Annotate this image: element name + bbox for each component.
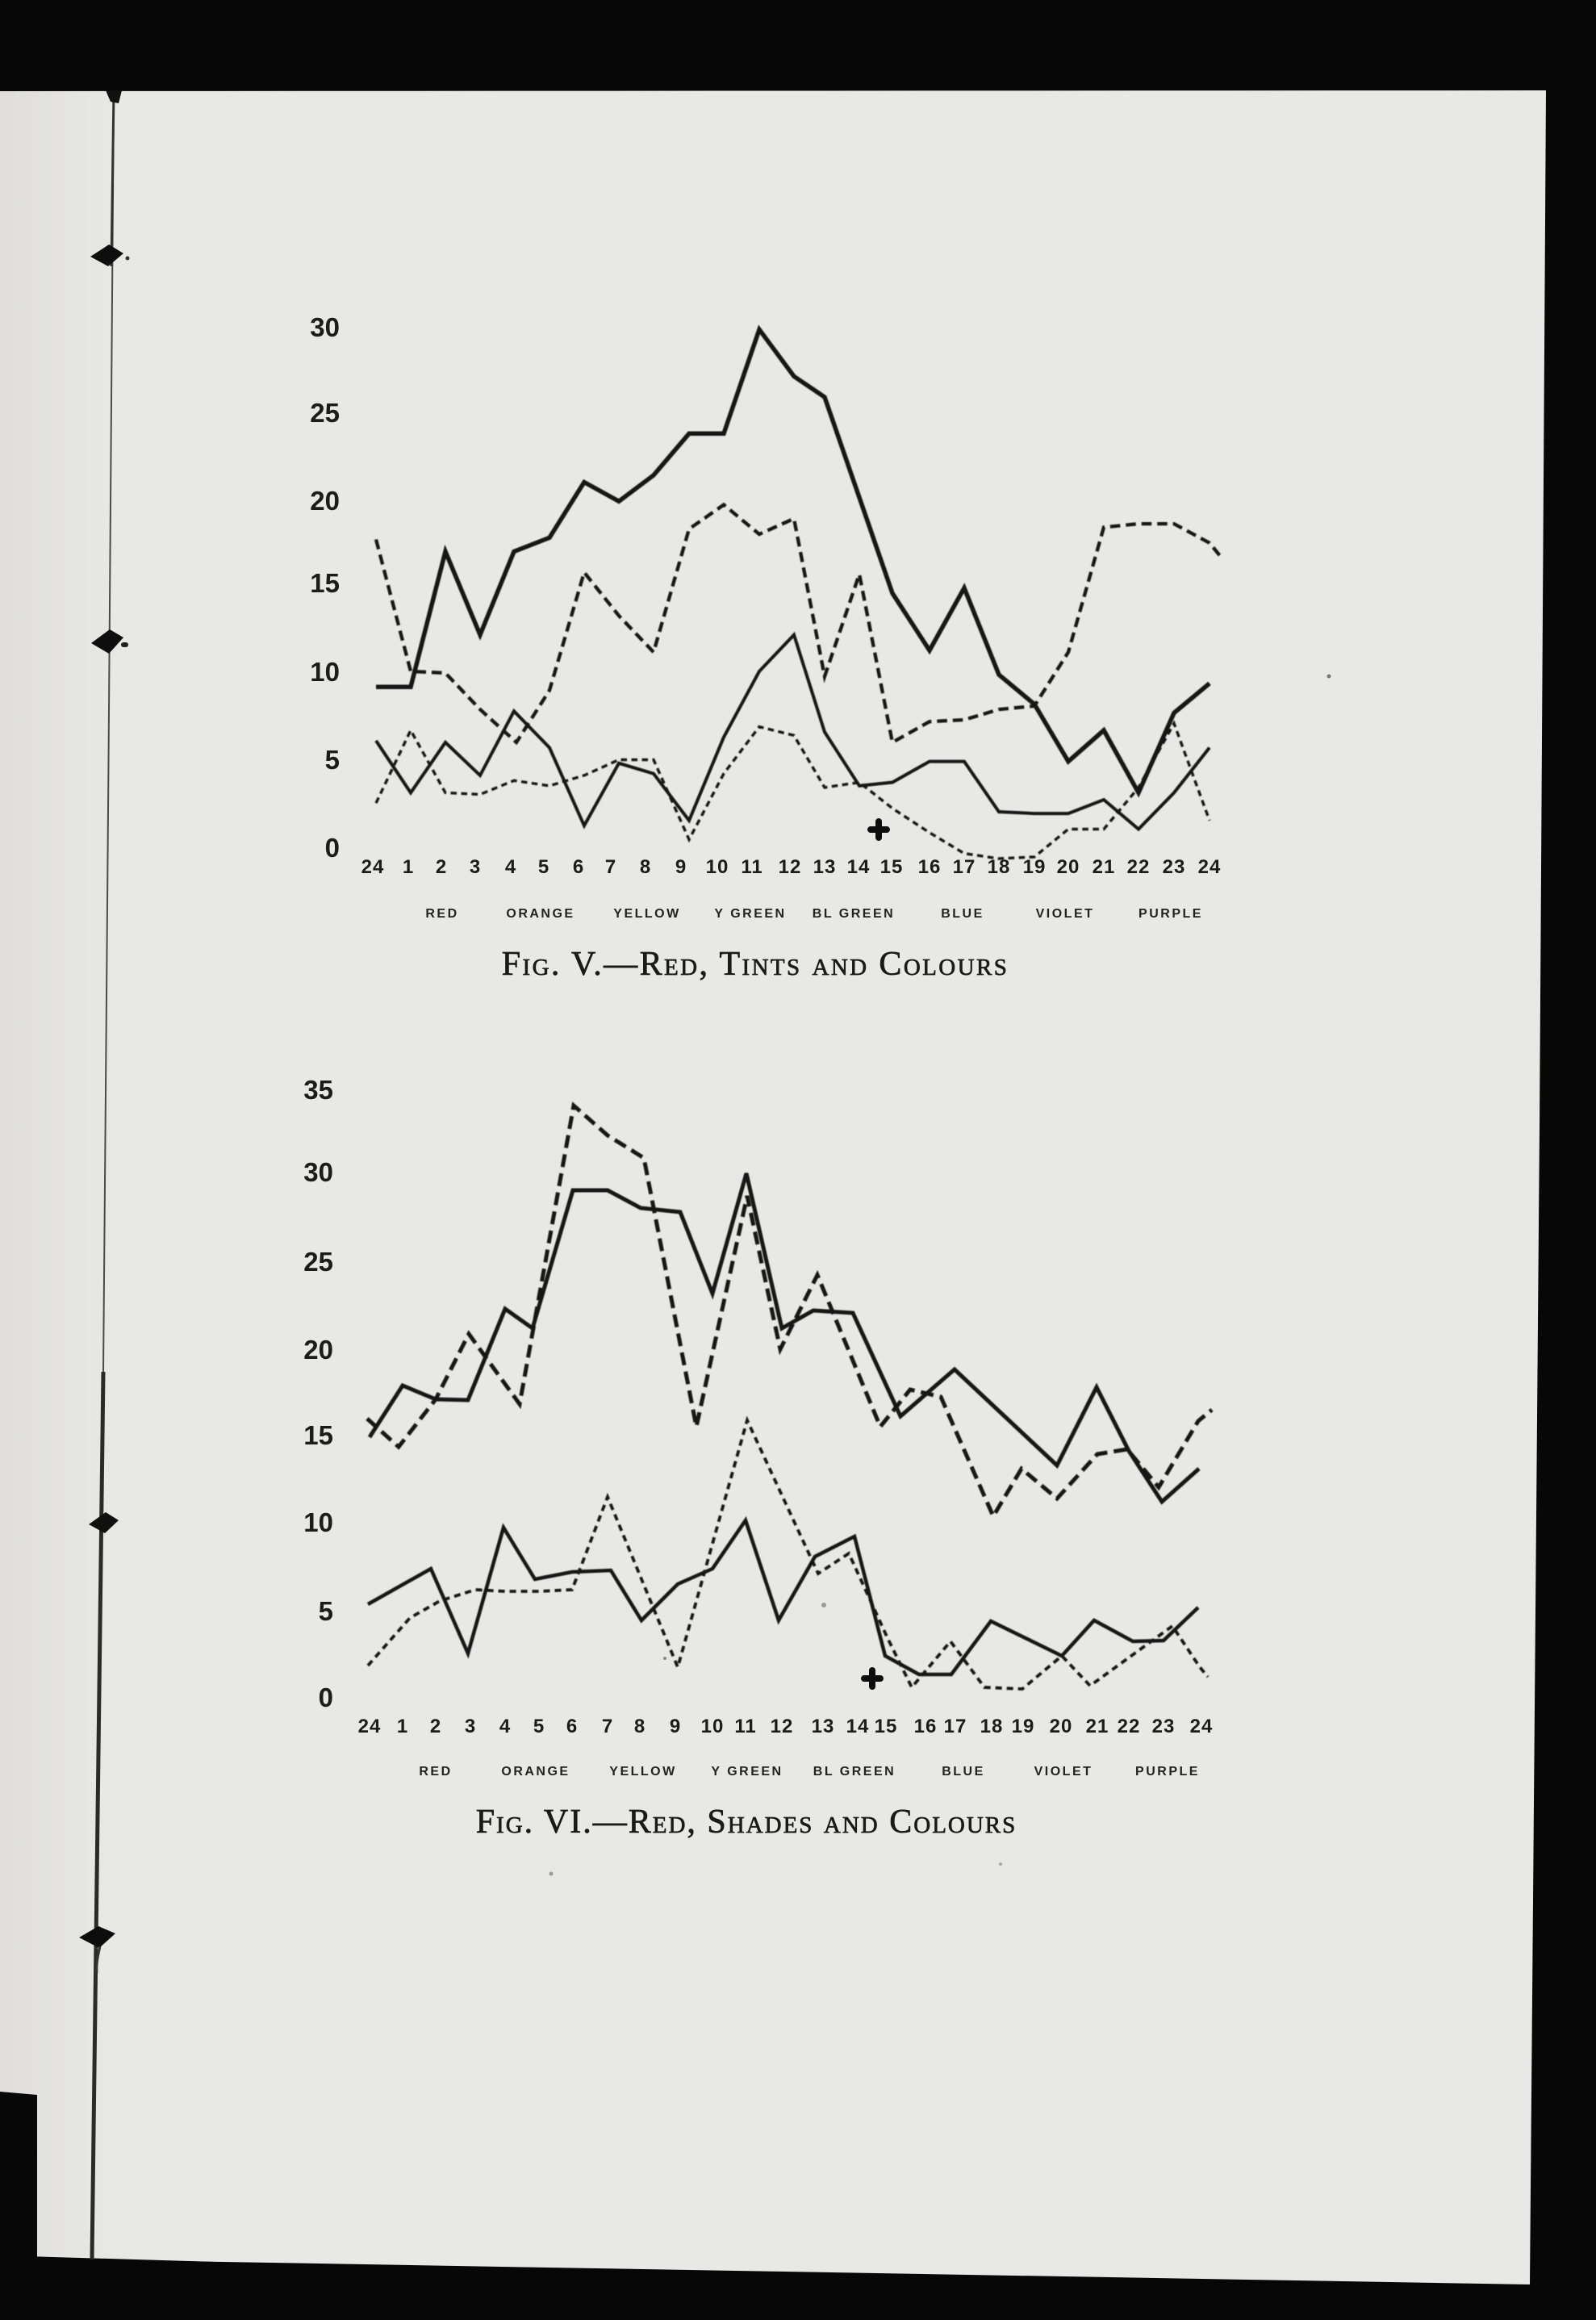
svg-text:18: 18 <box>980 1716 1004 1737</box>
svg-text:12: 12 <box>779 856 802 878</box>
svg-text:21: 21 <box>1093 856 1116 878</box>
svg-text:23: 23 <box>1152 1716 1176 1737</box>
svg-text:21: 21 <box>1086 1716 1109 1737</box>
svg-text:12: 12 <box>771 1716 794 1737</box>
svg-text:5: 5 <box>538 856 549 878</box>
svg-text:5: 5 <box>533 1716 545 1737</box>
svg-text:10: 10 <box>303 1507 333 1537</box>
svg-text:VIOLET: VIOLET <box>1036 907 1095 921</box>
svg-text:13: 13 <box>812 1716 835 1737</box>
svg-text:8: 8 <box>634 1716 646 1737</box>
svg-text:10: 10 <box>310 657 340 687</box>
svg-text:24: 24 <box>361 856 385 878</box>
svg-text:7: 7 <box>602 1716 613 1737</box>
svg-text:24: 24 <box>1190 1716 1214 1737</box>
svg-text:RED: RED <box>425 907 458 921</box>
svg-text:15: 15 <box>310 568 340 598</box>
svg-text:19: 19 <box>1023 856 1047 878</box>
svg-text:24: 24 <box>1198 856 1222 878</box>
svg-text:4: 4 <box>505 856 516 878</box>
svg-text:1: 1 <box>397 1716 408 1737</box>
svg-text:10: 10 <box>706 856 729 878</box>
svg-text:15: 15 <box>875 1716 898 1737</box>
svg-text:15: 15 <box>880 856 904 878</box>
svg-text:BLUE: BLUE <box>942 1765 985 1779</box>
svg-text:20: 20 <box>310 486 340 516</box>
svg-text:30: 30 <box>303 1157 333 1187</box>
svg-text:ORANGE: ORANGE <box>501 1765 570 1779</box>
svg-text:16: 16 <box>914 1716 938 1737</box>
svg-text:22: 22 <box>1127 856 1151 878</box>
svg-text:30: 30 <box>310 312 340 342</box>
svg-text:PURPLE: PURPLE <box>1139 907 1203 921</box>
svg-text:Y GREEN: Y GREEN <box>711 1765 783 1779</box>
svg-text:BLUE: BLUE <box>941 907 984 921</box>
svg-text:6: 6 <box>566 1716 578 1737</box>
svg-text:20: 20 <box>1050 1716 1073 1737</box>
svg-text:5: 5 <box>325 745 340 775</box>
svg-text:23: 23 <box>1163 856 1186 878</box>
svg-text:25: 25 <box>303 1247 333 1277</box>
svg-text:ORANGE: ORANGE <box>506 907 574 921</box>
svg-text:18: 18 <box>988 856 1011 878</box>
svg-text:6: 6 <box>573 856 584 878</box>
svg-text:20: 20 <box>303 1335 333 1365</box>
svg-text:8: 8 <box>640 856 651 878</box>
svg-text:Fig. V.—Red, Tints and Colours: Fig. V.—Red, Tints and Colours <box>502 946 1009 983</box>
svg-text:9: 9 <box>670 1716 681 1737</box>
svg-text:YELLOW: YELLOW <box>609 1765 676 1779</box>
svg-text:BL GREEN: BL GREEN <box>813 1765 896 1779</box>
svg-text:3: 3 <box>470 856 481 878</box>
svg-text:24: 24 <box>358 1716 382 1737</box>
svg-text:17: 17 <box>944 1716 967 1737</box>
svg-text:22: 22 <box>1118 1716 1141 1737</box>
svg-text:0: 0 <box>325 833 340 863</box>
svg-text:7: 7 <box>605 856 616 878</box>
svg-text:3: 3 <box>465 1716 476 1737</box>
svg-text:11: 11 <box>741 856 762 878</box>
svg-text:1: 1 <box>403 856 414 878</box>
svg-text:14: 14 <box>846 1716 870 1737</box>
svg-text:Fig. VI.—Red, Shades and Colou: Fig. VI.—Red, Shades and Colours <box>476 1804 1017 1841</box>
svg-text:35: 35 <box>303 1075 333 1105</box>
svg-text:5: 5 <box>319 1596 333 1626</box>
svg-text:13: 13 <box>813 856 837 878</box>
svg-text:16: 16 <box>918 856 942 878</box>
svg-text:YELLOW: YELLOW <box>613 907 680 921</box>
svg-text:2: 2 <box>430 1716 441 1737</box>
svg-text:0: 0 <box>319 1683 333 1712</box>
svg-text:10: 10 <box>701 1716 725 1737</box>
svg-text:11: 11 <box>734 1716 756 1737</box>
svg-text:PURPLE: PURPLE <box>1135 1765 1200 1779</box>
svg-text:2: 2 <box>436 856 447 878</box>
svg-text:25: 25 <box>310 398 340 428</box>
svg-text:Y GREEN: Y GREEN <box>714 907 786 921</box>
svg-text:RED: RED <box>419 1765 452 1779</box>
svg-text:BL GREEN: BL GREEN <box>813 907 895 921</box>
svg-text:9: 9 <box>675 856 687 878</box>
svg-text:VIOLET: VIOLET <box>1034 1765 1093 1779</box>
svg-text:15: 15 <box>303 1420 333 1450</box>
svg-text:20: 20 <box>1057 856 1080 878</box>
svg-text:19: 19 <box>1012 1716 1035 1737</box>
svg-text:4: 4 <box>499 1716 511 1737</box>
svg-text:14: 14 <box>847 856 871 878</box>
svg-text:17: 17 <box>953 856 976 878</box>
